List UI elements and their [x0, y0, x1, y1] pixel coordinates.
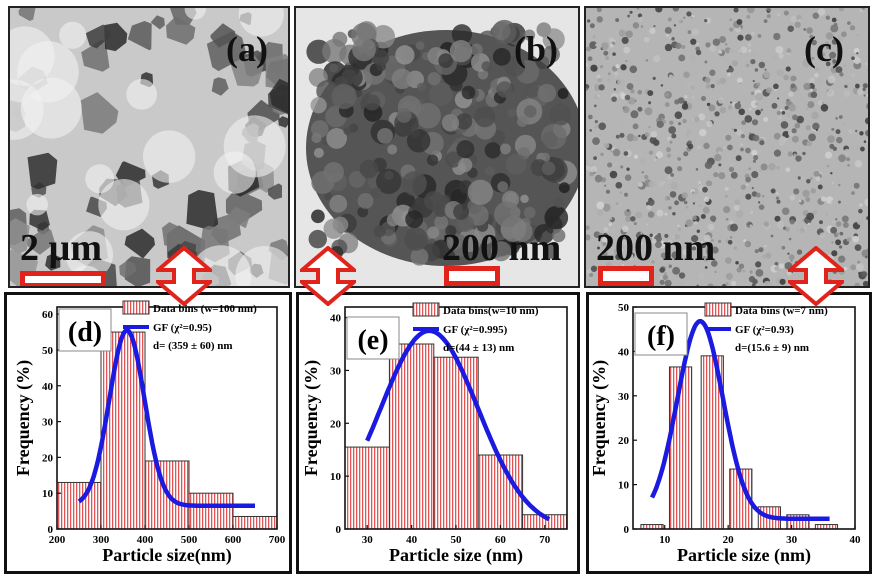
histogram-chart-f: 10 20 30 40 0 10 20 30 40 50 Particle size (nm) Fre…	[589, 302, 862, 566]
y-axis-label: Frequency (%)	[301, 360, 322, 476]
histogram-bar	[344, 446, 390, 530]
panel-label-box	[346, 316, 400, 360]
x-tick-label: 500	[181, 534, 198, 546]
y-tick-label: 30	[618, 391, 630, 403]
scale-bar-b	[444, 266, 500, 286]
x-tick-label: 200	[49, 534, 66, 546]
histogram-bar	[188, 492, 234, 530]
x-tick-label: 20	[723, 534, 735, 546]
scale-label-a: 2 µm	[20, 227, 103, 269]
gaussian-fit-line	[77, 327, 255, 508]
y-tick-label: 10	[618, 480, 630, 492]
x-tick-label: 30	[362, 534, 374, 546]
y-tick-label: 10	[42, 488, 54, 500]
panel-label: (f)	[647, 321, 675, 352]
panel-label-box	[634, 312, 688, 356]
legend-fit-label: GF (χ²=0.995)	[443, 324, 508, 336]
chart-panel-d: 200 300 400 500 600 700 0 10 20 30 40 50 60 Particle …	[4, 292, 292, 574]
x-tick-label: 70	[539, 534, 551, 546]
double-arrow-b-e-icon	[300, 246, 356, 306]
legend-bins-swatch	[704, 302, 732, 317]
y-tick-label: 40	[618, 346, 630, 358]
legend-result-label: d=(15.6 ± 9) nm	[735, 342, 809, 354]
y-tick-label: 50	[618, 302, 630, 314]
x-tick-label: 400	[137, 534, 154, 546]
y-tick-label: 10	[330, 471, 342, 483]
scale-label-b: 200 nm	[442, 227, 562, 269]
y-tick-label: 60	[42, 309, 54, 321]
legend-fit-label: GF (χ²=0.93)	[735, 324, 794, 336]
histogram-bar	[477, 454, 524, 530]
y-tick-label: 20	[330, 418, 342, 430]
scale-bar-a	[20, 271, 106, 286]
y-tick-label: 0	[48, 524, 54, 536]
y-tick-label: 40	[42, 381, 54, 393]
y-tick-label: 30	[330, 365, 342, 377]
scale-bar-c	[598, 266, 654, 286]
x-tick-label: 300	[93, 534, 110, 546]
legend-bins-swatch	[122, 300, 150, 315]
x-axis-label: Particle size (nm)	[677, 545, 811, 566]
legend-bins-label: Data bins(w=10 nm)	[443, 305, 539, 317]
tem-image-c	[586, 8, 868, 286]
scale-label-c: 200 nm	[596, 227, 716, 269]
gaussian-fit-line	[365, 328, 551, 522]
panel-label-a: (a)	[226, 29, 268, 69]
x-tick-label: 600	[225, 534, 242, 546]
plot-frame	[56, 306, 278, 530]
panel-label-b: (b)	[514, 29, 558, 69]
x-tick-label: 10	[659, 534, 671, 546]
y-tick-label: 0	[336, 524, 342, 536]
panel-label: (e)	[357, 325, 388, 356]
y-tick-label: 0	[624, 524, 630, 536]
double-arrow-a-d-icon	[156, 246, 212, 306]
chart-panel-f: 10 20 30 40 0 10 20 30 40 50 Particle size (nm) Fre…	[586, 292, 872, 574]
x-tick-label: 700	[269, 534, 286, 546]
legend-result-label: d= (359 ± 60) nm	[153, 340, 233, 352]
tem-image-a	[10, 8, 288, 286]
histogram-chart-d: 200 300 400 500 600 700 0 10 20 30 40 50 60 Particle …	[13, 300, 286, 566]
panel-label: (d)	[68, 317, 102, 348]
tem-panel-c: (c) 200 nm	[584, 6, 870, 288]
y-axis-label: Frequency (%)	[589, 360, 610, 476]
x-tick-label: 30	[786, 534, 798, 546]
histogram-bar	[433, 356, 479, 530]
double-arrow-c-f-icon	[788, 246, 844, 306]
x-tick-label: 60	[495, 534, 507, 546]
legend-bins-swatch	[412, 302, 440, 317]
legend-bins-label: Data bins (w=100 nm)	[153, 303, 257, 315]
x-tick-label: 40	[850, 534, 862, 546]
x-axis-label: Particle size(nm)	[102, 545, 231, 566]
gaussian-fit-line	[649, 319, 830, 522]
panel-label-c: (c)	[804, 29, 844, 69]
tem-panel-b: (b) 200 nm	[294, 6, 580, 288]
y-tick-label: 50	[42, 345, 54, 357]
histogram-bar	[56, 481, 102, 530]
legend-fit-label: GF (χ²=0.95)	[153, 322, 212, 334]
x-axis-label: Particle size (nm)	[389, 545, 523, 566]
y-axis-label: Frequency (%)	[13, 360, 34, 476]
y-tick-label: 40	[330, 313, 342, 325]
x-tick-label: 40	[406, 534, 418, 546]
y-tick-label: 20	[618, 435, 630, 447]
plot-frame	[632, 306, 856, 530]
legend-result-label: d=(44 ± 13) nm	[443, 342, 514, 354]
legend-bins-label: Data bins (w=7 nm)	[735, 305, 828, 317]
histogram-bar	[232, 515, 278, 530]
y-tick-label: 30	[42, 417, 54, 429]
x-tick-label: 50	[451, 534, 463, 546]
tem-image-b	[306, 19, 578, 266]
tem-panel-a: (a) 2 µm	[8, 6, 290, 288]
y-tick-label: 20	[42, 452, 54, 464]
panel-label-box	[58, 308, 112, 352]
chart-panel-e: 30 40 50 60 70 0 10 20 30 40 Particle size (nm) Fre…	[296, 292, 580, 574]
